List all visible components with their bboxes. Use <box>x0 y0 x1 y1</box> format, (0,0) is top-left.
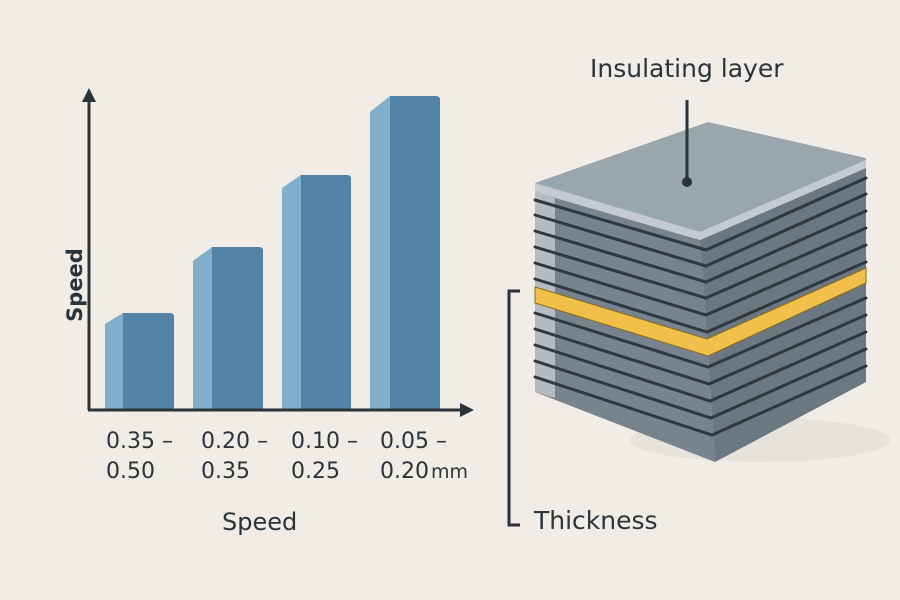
x-tick-1: 0.35 – 0.50 <box>106 429 173 484</box>
bar-4 <box>370 96 440 410</box>
x-tick-2: 0.20 – 0.35 <box>201 429 268 484</box>
bar-3 <box>282 175 351 410</box>
insulating-layer-label: Insulating layer <box>590 54 784 83</box>
callout-dot-icon <box>682 177 692 187</box>
x-axis-arrow-icon <box>460 403 474 417</box>
x-axis-title: Speed <box>222 508 298 536</box>
layer-stack-illustration <box>507 100 890 527</box>
thickness-bracket <box>507 289 520 527</box>
bar-1 <box>105 313 174 410</box>
thickness-label: Thickness <box>534 506 658 535</box>
x-tick-4: 0.05 – 0.20 mm <box>380 429 469 484</box>
bar-group <box>105 96 440 410</box>
axes <box>82 88 474 417</box>
x-tick-3: 0.10 – 0.25 <box>291 429 358 484</box>
bar-2 <box>193 247 263 410</box>
highlight-layer <box>534 267 867 357</box>
x-unit-label: mm <box>430 461 469 483</box>
y-axis-arrow-icon <box>82 88 96 102</box>
y-axis-title: Speed <box>63 248 87 322</box>
